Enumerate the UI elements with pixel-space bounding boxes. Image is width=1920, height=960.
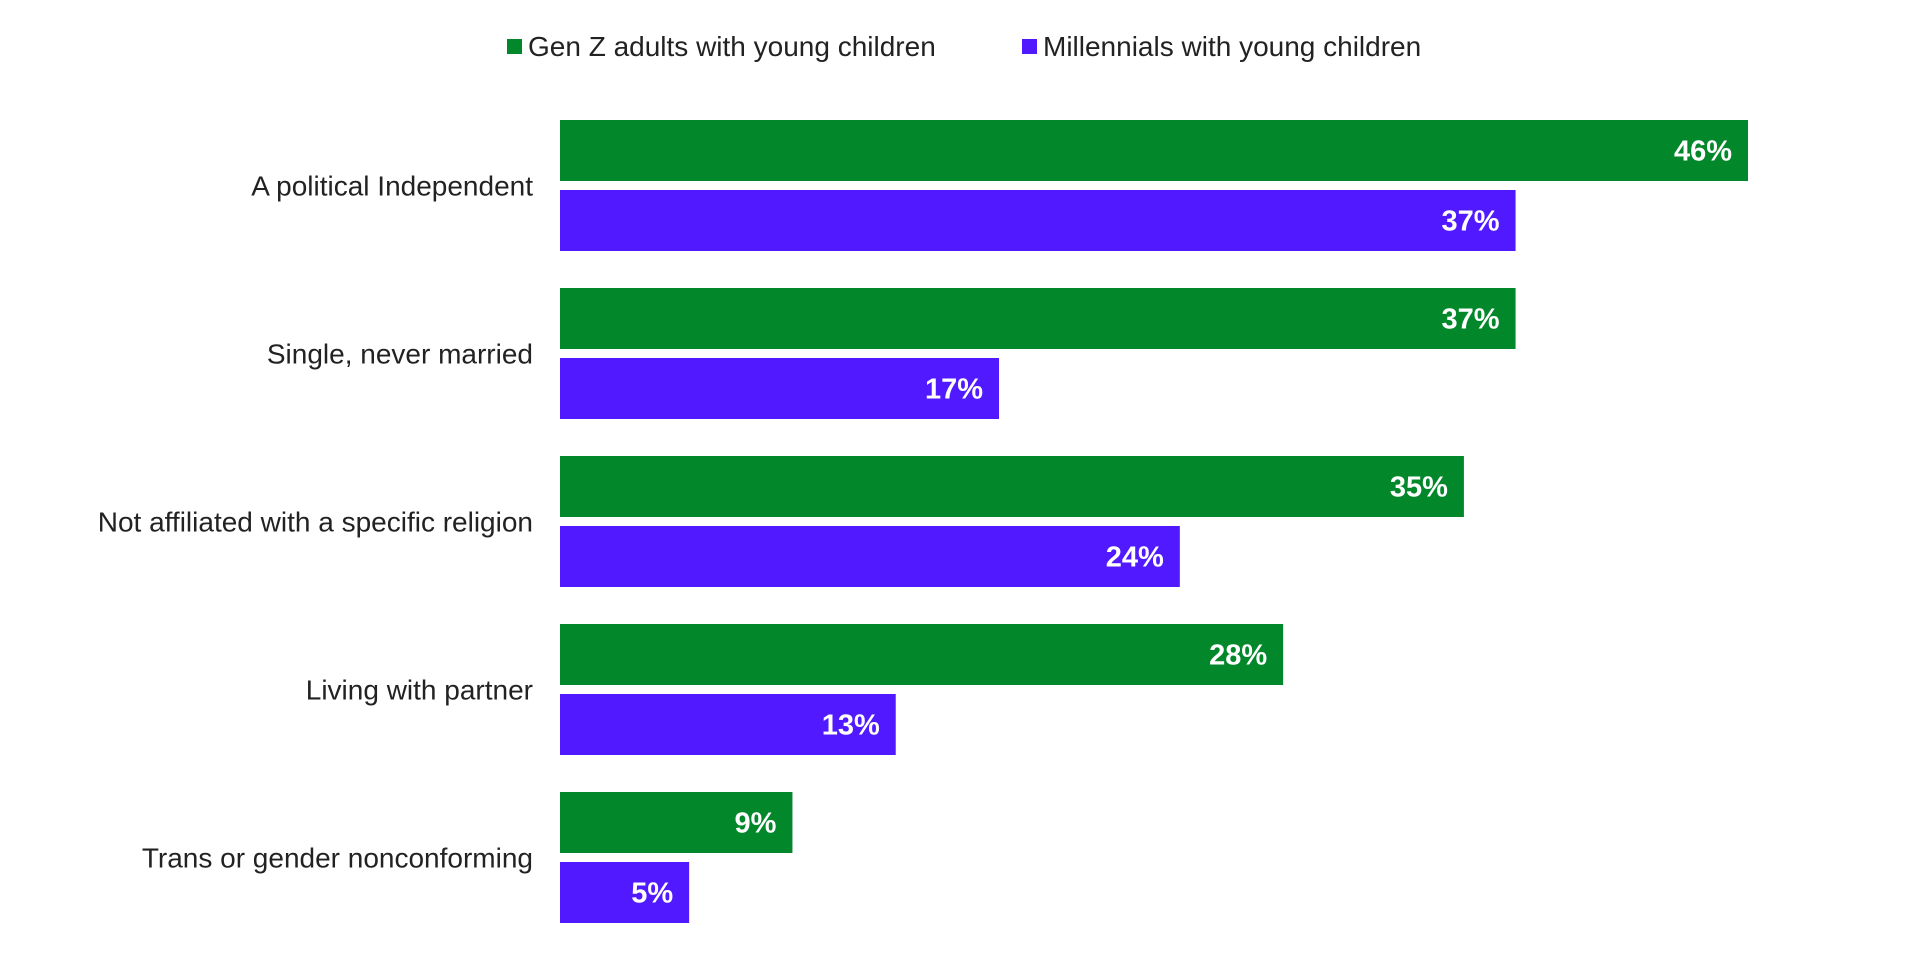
value-label: 28% [1209,640,1267,672]
bars [560,120,1748,923]
legend-label-1: Gen Z adults with young children [528,31,936,62]
bar-series-1 [560,288,1516,349]
value-label: 5% [631,878,673,910]
bar-series-1 [560,120,1748,181]
category-label: Trans or gender nonconforming [142,843,533,874]
value-labels: 46% 37% 37% 17% 35% 24% 28% 13% 9% 5% [631,136,1732,910]
value-label: 37% [1442,206,1500,238]
bar-series-1 [560,792,793,853]
value-label: 24% [1106,542,1164,574]
value-label: 9% [735,808,777,840]
value-label: 46% [1674,136,1732,168]
value-label: 13% [822,710,880,742]
category-labels: A political Independent Single, never mar… [98,171,533,874]
value-label: 37% [1442,304,1500,336]
category-label: A political Independent [251,171,533,202]
value-label: 17% [925,374,983,406]
legend-swatch-2 [1022,39,1037,54]
bar-series-1 [560,624,1284,685]
category-label: Living with partner [306,675,533,706]
legend-label-2: Millennials with young children [1043,31,1421,62]
category-label: Single, never married [267,339,533,370]
bar-series-2 [560,526,1180,587]
value-label: 35% [1390,472,1448,504]
legend-swatch-1 [507,39,522,54]
bar-series-2 [560,694,896,755]
legend: Gen Z adults with young children Millenni… [507,31,1421,62]
bar-series-1 [560,456,1464,517]
bar-series-2 [560,358,1000,419]
bar-series-2 [560,862,690,923]
bar-series-2 [560,190,1516,251]
category-label: Not affiliated with a specific religion [98,507,533,538]
